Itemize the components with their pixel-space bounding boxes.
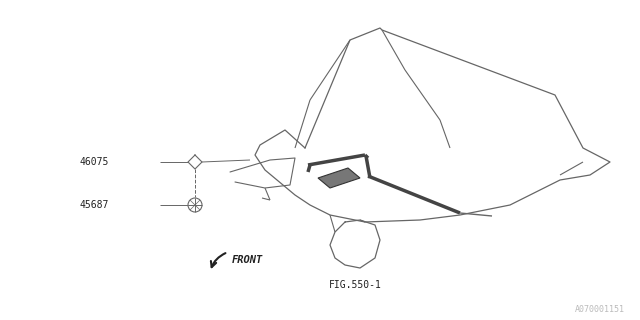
Text: 46075: 46075 (80, 157, 109, 167)
Text: A070001151: A070001151 (575, 305, 625, 314)
Text: 45687: 45687 (80, 200, 109, 210)
Text: FRONT: FRONT (232, 255, 263, 265)
Polygon shape (318, 168, 360, 188)
Text: FIG.550-1: FIG.550-1 (328, 280, 381, 290)
